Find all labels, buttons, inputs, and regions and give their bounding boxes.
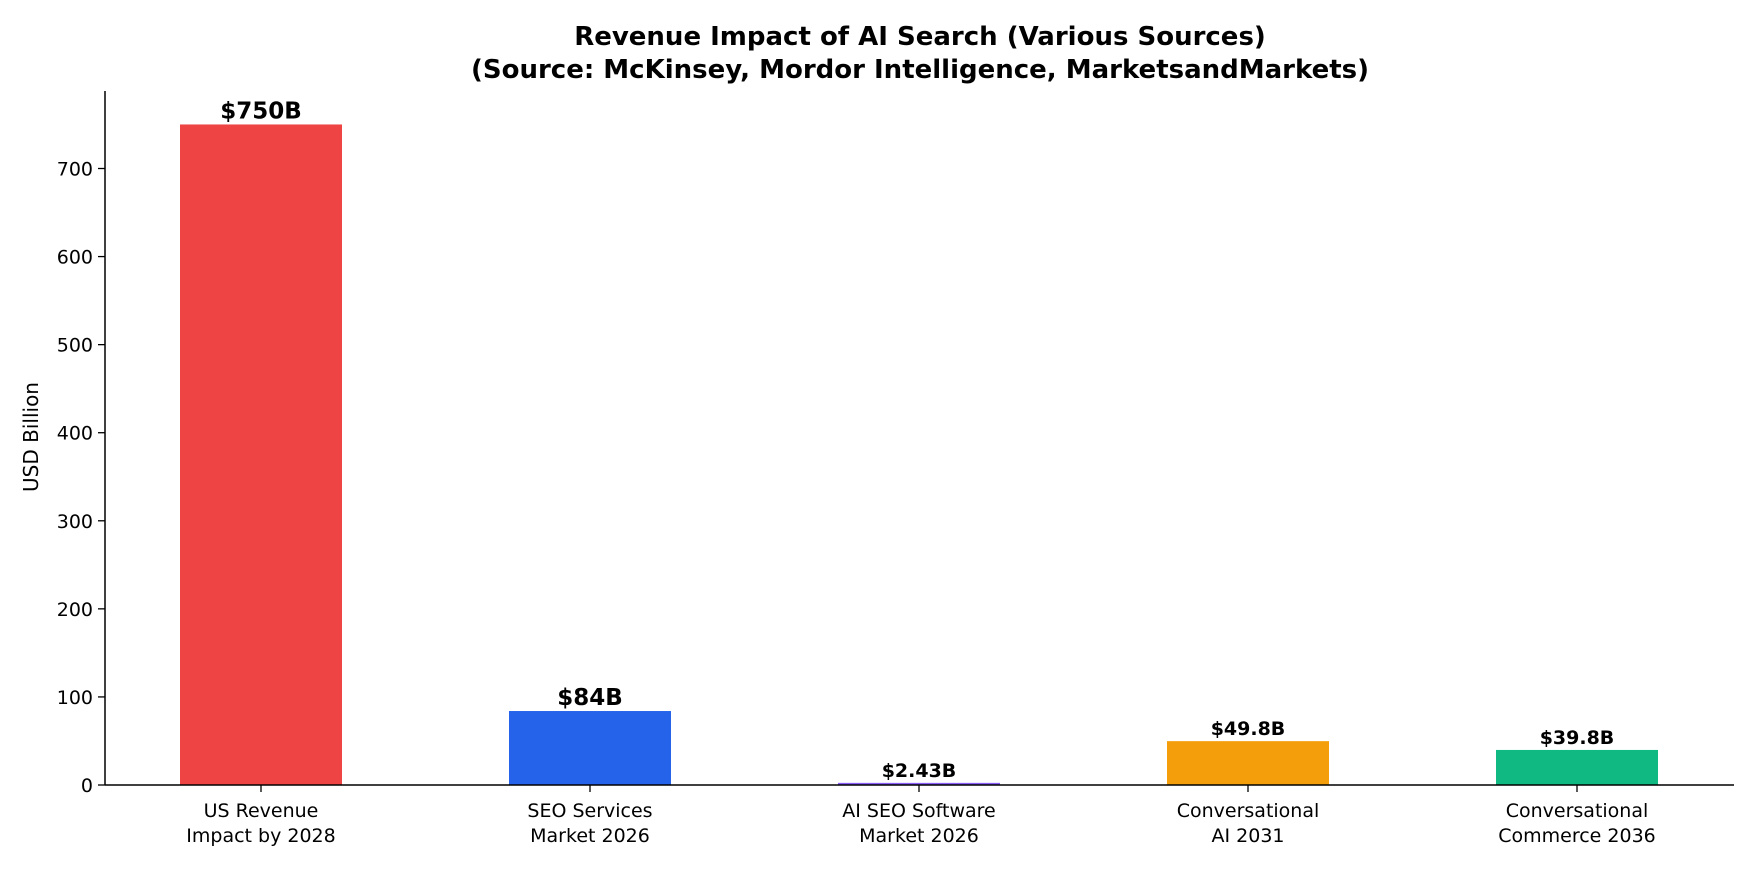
x-tick-label: SEO Services: [527, 800, 652, 822]
x-tick-label: Market 2026: [859, 825, 979, 847]
y-tick-label: 500: [57, 335, 93, 357]
y-tick-label: 200: [57, 599, 93, 621]
data-label: $750B: [220, 98, 302, 124]
bar: [180, 124, 342, 786]
bar: [838, 782, 1000, 785]
y-axis-label: USD Billion: [19, 382, 43, 492]
x-tick-label: US Revenue: [204, 800, 319, 822]
x-tick-label: Conversational: [1177, 800, 1320, 822]
y-tick-label: 100: [57, 687, 93, 709]
y-tick-label: 0: [81, 775, 93, 797]
x-tick-label: Conversational: [1506, 800, 1649, 822]
chart-title: Revenue Impact of AI Search (Various Sou…: [574, 22, 1266, 52]
x-tick-label: Impact by 2028: [186, 825, 335, 847]
y-tick-label: 300: [57, 511, 93, 533]
x-tick-label: AI 2031: [1212, 825, 1285, 847]
bar: [1167, 741, 1329, 785]
data-label: $84B: [557, 685, 623, 711]
x-tick-label: AI SEO Software: [842, 800, 995, 822]
bars-layer: [180, 124, 1658, 786]
y-tick-label: 400: [57, 423, 93, 445]
data-label: $39.8B: [1540, 727, 1615, 749]
data-labels-layer: $750B $84B $2.43B $49.8B $39.8B: [220, 98, 1614, 781]
y-tick-label: 700: [57, 159, 93, 181]
data-label: $2.43B: [882, 760, 957, 782]
x-tick-label: Commerce 2036: [1498, 825, 1656, 847]
bar: [509, 711, 671, 785]
bar: [1496, 749, 1658, 785]
axes-layer: 0 100 200 300 400 500 600 700 US Revenue Impact b…: [57, 91, 1734, 847]
y-tick-label: 600: [57, 247, 93, 269]
data-label: $49.8B: [1211, 718, 1286, 740]
chart-subtitle: (Source: McKinsey, Mordor Intelligence, …: [471, 55, 1369, 85]
x-tick-label: Market 2026: [530, 825, 650, 847]
